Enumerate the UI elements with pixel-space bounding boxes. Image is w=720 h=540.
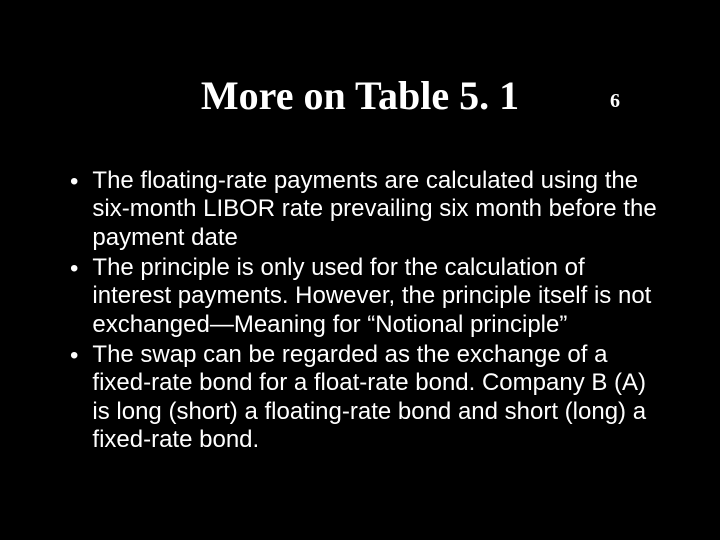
bullet-marker: • [70,167,78,196]
content-area: • The floating-rate payments are calcula… [0,167,720,454]
bullet-item: • The principle is only used for the cal… [70,254,660,339]
bullet-marker: • [70,341,78,370]
bullet-marker: • [70,254,78,283]
page-number: 6 [610,90,620,113]
bullet-text: The principle is only used for the calcu… [92,254,660,339]
bullet-text: The floating-rate payments are calculate… [92,167,660,252]
bullet-item: • The floating-rate payments are calcula… [70,167,660,252]
bullet-item: • The swap can be regarded as the exchan… [70,341,660,454]
bullet-text: The swap can be regarded as the exchange… [92,341,660,454]
